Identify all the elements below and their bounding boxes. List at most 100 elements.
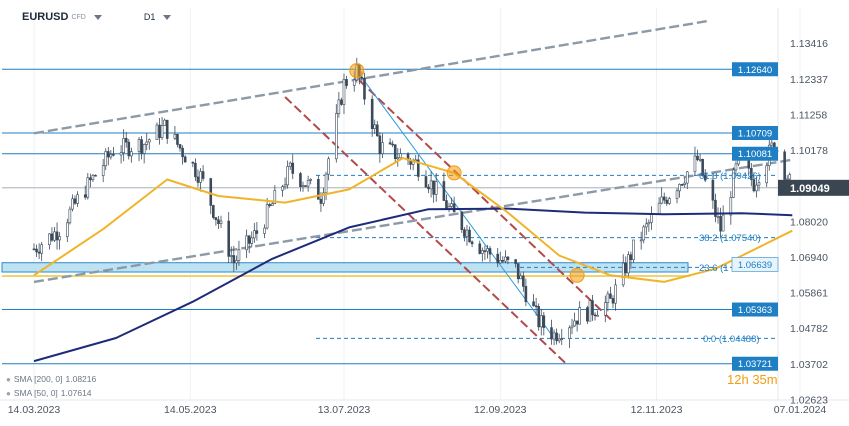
candle-body [680,184,684,186]
fib-label: 61.8 (1.09426) [699,171,761,182]
candle-body [524,286,528,303]
candle-body [647,222,651,225]
candle-body [306,179,310,187]
candle-body [693,155,697,173]
candle-body [560,338,564,340]
candle-body [273,189,277,205]
candle-body [478,243,482,254]
zone-badge [731,257,779,272]
zone-badge-label: 1.06639 [738,260,772,271]
candle-body [360,77,364,79]
candle-body [721,214,725,232]
candle-body [270,203,274,207]
candle-body [399,153,402,159]
drawing-trendline [33,158,793,284]
candle-body [119,152,123,156]
candle-body [255,230,259,234]
candle-body [685,171,689,184]
candle-body [578,307,581,325]
candle-body [291,162,295,174]
candle-body [378,135,382,154]
candle-body [229,255,233,257]
candle-body [701,159,704,176]
pivot-marker [446,165,462,181]
candle-body [550,327,553,340]
x-tick-label: 13.07.2023 [318,404,371,416]
candle-body [299,173,302,187]
candle-body [160,125,164,138]
candle-body [460,211,464,231]
drawing-channel [284,96,568,366]
indicator-label: SMA [200, 0] [13,374,63,384]
candle-body [37,251,41,254]
level-badge [732,302,778,317]
x-tick-label: 14.03.2023 [8,404,61,416]
candle-body [304,185,307,187]
candle-body [124,138,128,143]
candle-body [662,196,666,201]
indicator-legend-sma50[interactable]: ● SMA [50, 0] 1.07614 [6,388,92,398]
candle-body [614,284,617,304]
eye-icon[interactable]: ● [6,374,11,384]
candle-body [173,134,177,139]
candle-body [522,275,525,287]
candle-body [89,177,92,181]
indicator-label: SMA [50, 0] [13,388,58,398]
candle-body [642,226,646,241]
candle-body [445,200,448,210]
candle-body [48,233,51,245]
candle-body [68,208,72,224]
candle-body [660,196,663,204]
timeframe-selector[interactable]: D1 [108,12,172,22]
x-tick-label: 14.05.2023 [164,404,217,416]
y-tick-label: 1.02623 [790,395,828,407]
candle-body [591,300,594,316]
candle-body [470,241,474,245]
candle-body [201,171,205,179]
candle-countdown: 12h 35m [727,372,778,387]
candle-body [552,332,556,340]
candle-body [442,181,446,201]
candle-body [609,293,612,299]
candle-body [568,327,571,339]
y-tick-label: 1.08020 [790,216,828,228]
level-badge-label: 1.03721 [738,359,772,370]
candle-body [657,202,661,215]
y-tick-label: 1.03702 [790,359,828,371]
fib-label: 38.2 (1.07540) [699,233,761,244]
candle-body [219,220,223,224]
candle-body [281,186,284,191]
candle-body [514,259,517,264]
candle-body [91,174,95,181]
candle-body [352,79,356,86]
candle-body [465,229,469,237]
candle-body [112,154,115,156]
candle-body [283,184,287,187]
candle-body [606,293,610,303]
eye-icon[interactable]: ● [6,388,11,398]
candle-body [557,338,561,342]
y-tick-label: 1.10178 [790,145,828,157]
candle-body [752,179,756,192]
indicator-legend-sma200[interactable]: ● SMA [200, 0] 1.08216 [6,374,96,384]
candle-body [58,236,61,241]
countdown-minutes: 35 [752,372,767,387]
current-price-badge [778,179,849,196]
candle-body [429,180,433,190]
y-tick-label: 1.04782 [790,323,828,335]
indicator-value: 1.07614 [60,388,92,398]
candle-body [247,235,251,244]
timeframe-label: D1 [143,12,156,22]
candle-body [532,301,535,307]
candle-body [452,203,456,213]
candle-body [603,302,607,316]
candle-body [539,315,543,328]
chevron-down-icon [93,14,102,20]
candle-body [639,239,643,242]
y-tick-label: 1.12337 [790,74,828,86]
candle-body [427,186,430,190]
candle-body [288,162,292,167]
symbol-selector[interactable]: EURUSD CFD [0,11,102,23]
